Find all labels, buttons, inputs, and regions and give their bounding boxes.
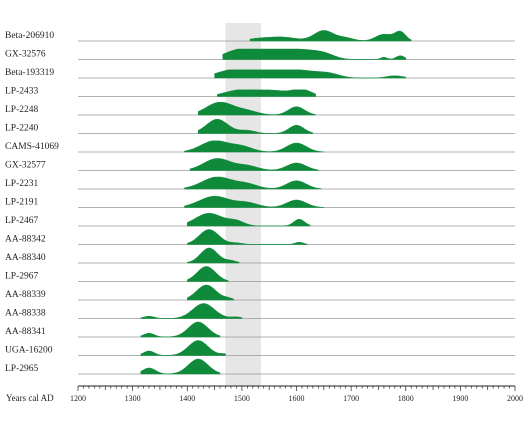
sample-row: LP-2248 xyxy=(5,102,515,116)
sample-row: Beta-193319 xyxy=(5,68,515,79)
sample-row: CAMS-41069 xyxy=(5,140,515,153)
probability-curve xyxy=(184,196,325,208)
probability-curve xyxy=(189,158,319,171)
sample-row: LP-2231 xyxy=(5,176,515,190)
sample-label: AA-88338 xyxy=(5,309,46,319)
sample-label: Beta-206910 xyxy=(5,31,54,41)
probability-curve xyxy=(187,213,311,227)
probability-curve xyxy=(197,119,314,134)
sample-label: LP-2248 xyxy=(5,105,39,115)
sample-label: AA-88340 xyxy=(5,253,46,263)
x-tick-label: 1700 xyxy=(343,394,359,403)
sample-row: AA-88340 xyxy=(5,247,515,264)
sample-label: UGA-16200 xyxy=(5,346,53,356)
sample-label: LP-2467 xyxy=(5,216,39,226)
sample-row: LP-2967 xyxy=(5,266,515,282)
sample-row: UGA-16200 xyxy=(5,340,515,356)
probability-curve xyxy=(187,284,234,301)
probability-curve xyxy=(222,48,407,60)
sample-row: LP-2240 xyxy=(5,119,515,134)
sample-label: LP-2191 xyxy=(5,198,39,208)
sample-label: AA-88341 xyxy=(5,327,46,337)
x-axis-label: Years cal AD xyxy=(6,393,54,403)
x-tick-label: 1600 xyxy=(289,394,305,403)
probability-curve xyxy=(249,30,412,42)
sample-row: LP-2467 xyxy=(5,213,515,227)
sample-label: LP-2240 xyxy=(5,124,39,134)
probability-curve xyxy=(140,340,226,356)
probability-curve xyxy=(187,266,229,282)
sample-label: LP-2231 xyxy=(5,179,39,189)
sample-row: AA-88338 xyxy=(5,303,515,319)
sample-row: LP-2191 xyxy=(5,196,515,208)
x-tick-label: 1800 xyxy=(398,394,414,403)
sample-row: LP-2433 xyxy=(5,87,515,97)
sample-label: GX-32576 xyxy=(5,50,46,60)
x-tick-label: 1300 xyxy=(125,394,141,403)
sample-row: AA-88339 xyxy=(5,284,515,301)
sample-row: LP-2965 xyxy=(5,358,515,375)
probability-curve xyxy=(140,358,221,375)
sample-label: AA-88342 xyxy=(5,235,46,245)
probability-curve xyxy=(197,102,316,116)
sample-label: LP-2433 xyxy=(5,87,39,97)
sample-label: AA-88339 xyxy=(5,290,46,300)
probability-curve xyxy=(184,140,325,153)
probability-curve xyxy=(217,89,316,97)
x-tick-label: 1500 xyxy=(234,394,250,403)
sample-label: Beta-193319 xyxy=(5,68,54,78)
probability-curve xyxy=(140,303,243,319)
probability-curve xyxy=(214,69,407,79)
probability-curve xyxy=(187,229,308,245)
probability-curve xyxy=(184,176,322,190)
probability-curve xyxy=(140,321,221,338)
x-tick-label: 1200 xyxy=(70,394,86,403)
sample-row: AA-88341 xyxy=(5,321,515,338)
sample-row: GX-32576 xyxy=(5,48,515,60)
sample-row: GX-32577 xyxy=(5,158,515,171)
sample-label: LP-2965 xyxy=(5,364,39,374)
sample-label: CAMS-41069 xyxy=(5,142,59,152)
sample-row: Beta-206910 xyxy=(5,30,515,42)
sample-label: LP-2967 xyxy=(5,272,39,282)
x-axis: 1200 1300 1400 1500 1600 1700 1800 1900 2000 xyxy=(70,385,523,403)
x-tick-label: 1400 xyxy=(179,394,195,403)
x-tick-label: 2000 xyxy=(507,394,523,403)
sample-rows: Beta-206910 GX-32576 Beta-193319 LP-2433 LP-… xyxy=(5,30,515,375)
probability-curve xyxy=(187,247,240,264)
sample-label: GX-32577 xyxy=(5,161,46,171)
sample-row: AA-88342 xyxy=(5,229,515,245)
x-tick-label: 1900 xyxy=(452,394,468,403)
